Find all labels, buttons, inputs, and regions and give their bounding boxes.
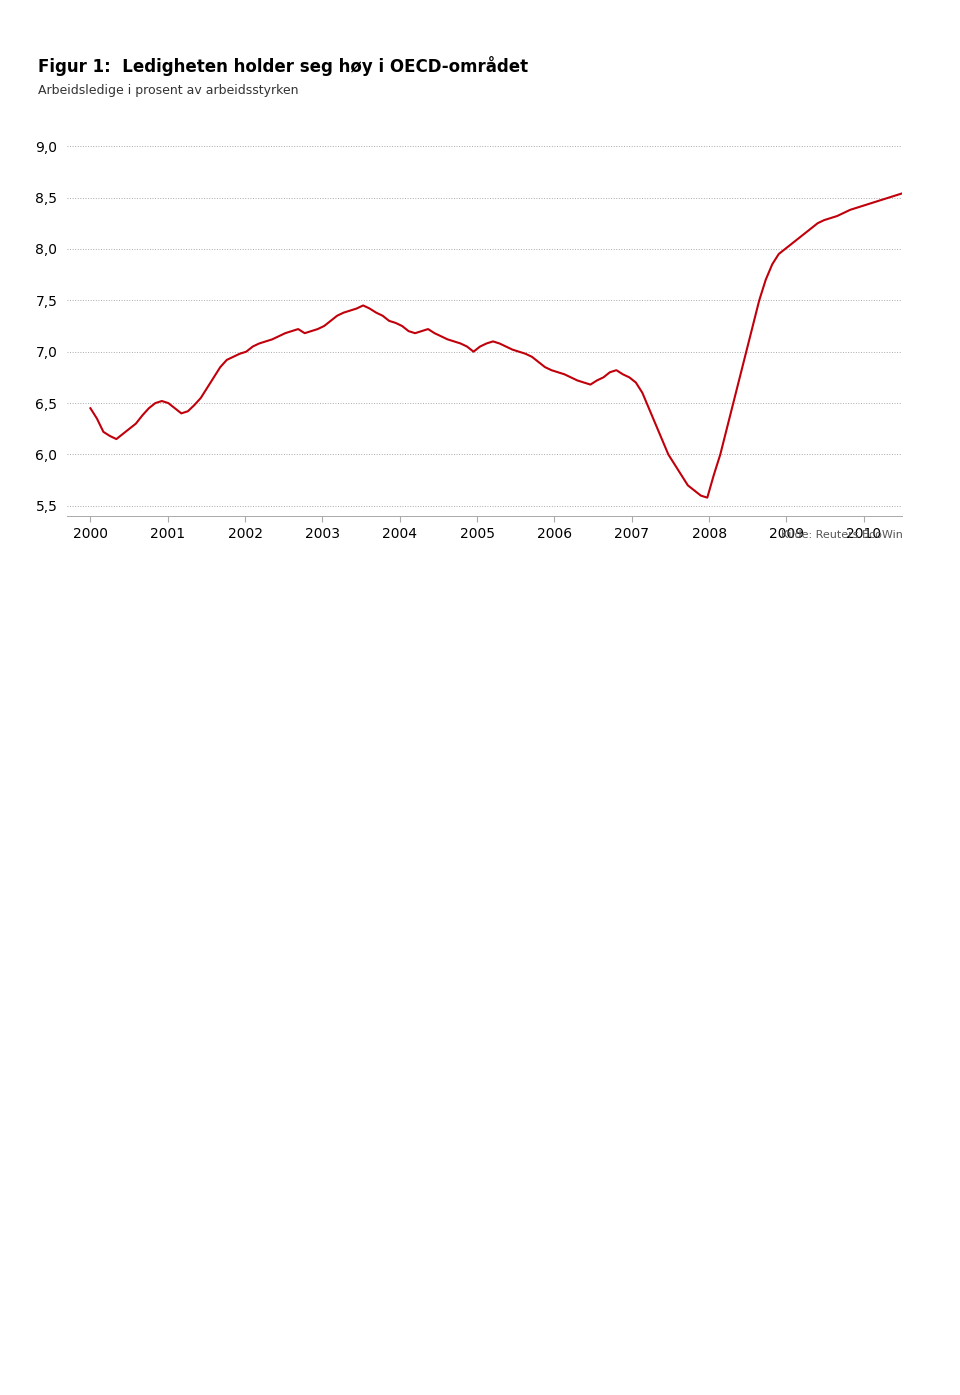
Text: Figur 1:  Ledigheten holder seg høy i OECD-området: Figur 1: Ledigheten holder seg høy i OEC… <box>38 56 529 75</box>
Text: Kilde: Reuters EcoWin: Kilde: Reuters EcoWin <box>780 530 902 540</box>
Text: Arbeidsledige i prosent av arbeidsstyrken: Arbeidsledige i prosent av arbeidsstyrke… <box>38 84 299 96</box>
